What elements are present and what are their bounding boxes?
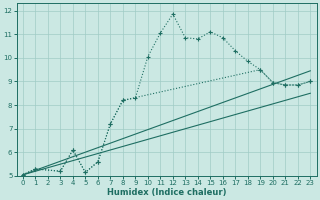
X-axis label: Humidex (Indice chaleur): Humidex (Indice chaleur) (107, 188, 226, 197)
